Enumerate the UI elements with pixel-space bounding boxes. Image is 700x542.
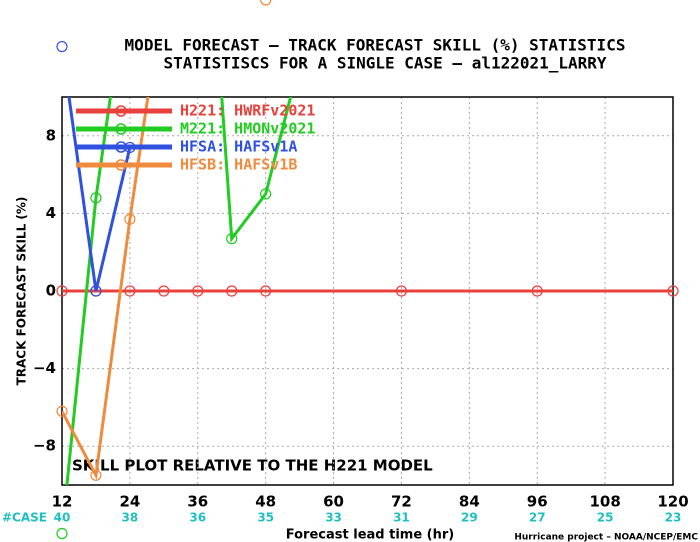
case-label: #CASE: [2, 511, 47, 525]
legend-marker: [115, 123, 127, 135]
series-line: [62, 97, 150, 481]
series-marker: [158, 285, 170, 297]
series-marker: [56, 40, 68, 53]
x-tick-label: 96: [527, 493, 548, 511]
x-tick-label: 120: [657, 493, 688, 511]
series-marker: [192, 285, 204, 297]
case-count: 35: [257, 511, 274, 525]
series-marker: [226, 233, 238, 245]
x-axis-label: Forecast lead time (hr): [286, 528, 454, 542]
legend-label: M221: HMONv2021: [180, 120, 315, 138]
y-tick-label: 8: [46, 126, 56, 144]
series-marker: [531, 285, 543, 297]
series-marker: [90, 469, 102, 481]
case-count: 31: [393, 511, 410, 525]
x-tick-label: 36: [187, 493, 208, 511]
y-axis-label: TRACK FORECAST SKILL (%): [15, 197, 29, 386]
case-count: 38: [122, 511, 139, 525]
annotation: SKILL PLOT RELATIVE TO THE H221 MODEL: [72, 457, 433, 475]
footer: Hurricane project – NOAA/NCEP/EMC: [514, 533, 698, 542]
series-marker: [226, 285, 238, 297]
series-marker: [124, 213, 136, 225]
case-count: 40: [54, 511, 71, 525]
series-marker: [395, 285, 408, 297]
series-marker: [56, 405, 68, 417]
y-tick-label: 4: [46, 204, 56, 222]
legend-label: HFSA: HAFSv1A: [180, 138, 297, 156]
series-marker: [56, 527, 68, 540]
x-tick-label: 60: [323, 493, 344, 511]
legend-label: H221: HWRFv2021: [180, 102, 315, 120]
series-marker: [260, 188, 272, 200]
x-tick-label: 48: [255, 493, 276, 511]
series-marker: [90, 285, 102, 297]
legend-marker: [115, 105, 127, 117]
series-line: [65, 97, 293, 485]
chart-title: MODEL FORECAST – TRACK FORECAST SKILL (%…: [125, 36, 626, 55]
series-marker: [667, 285, 679, 297]
legend-marker: [115, 141, 127, 153]
case-count: 29: [461, 511, 478, 525]
x-tick-label: 12: [52, 493, 73, 511]
x-tick-label: 24: [119, 493, 140, 511]
series-marker: [260, 285, 272, 297]
chart-subtitle: STATISTISCS FOR A SINGLE CASE – al122021…: [163, 54, 606, 73]
series-line: [67, 97, 132, 292]
case-count: 25: [597, 511, 614, 525]
case-count: 23: [665, 511, 682, 525]
series-marker: [90, 192, 102, 204]
series-marker: [260, 0, 272, 6]
series-marker: [56, 285, 68, 297]
plot-area: [62, 97, 673, 485]
case-count: 33: [325, 511, 342, 525]
case-count: 27: [529, 511, 546, 525]
y-tick-label: 0: [46, 282, 56, 300]
x-tick-label: 108: [589, 493, 620, 511]
x-tick-label: 84: [459, 493, 480, 511]
y-tick-label: −8: [33, 437, 56, 455]
x-tick-label: 72: [391, 493, 412, 511]
case-count: 36: [189, 511, 206, 525]
series-marker: [124, 285, 136, 297]
legend-label: HFSB: HAFSv1B: [180, 156, 297, 174]
legend-marker: [115, 159, 127, 171]
y-tick-label: −4: [33, 359, 56, 377]
